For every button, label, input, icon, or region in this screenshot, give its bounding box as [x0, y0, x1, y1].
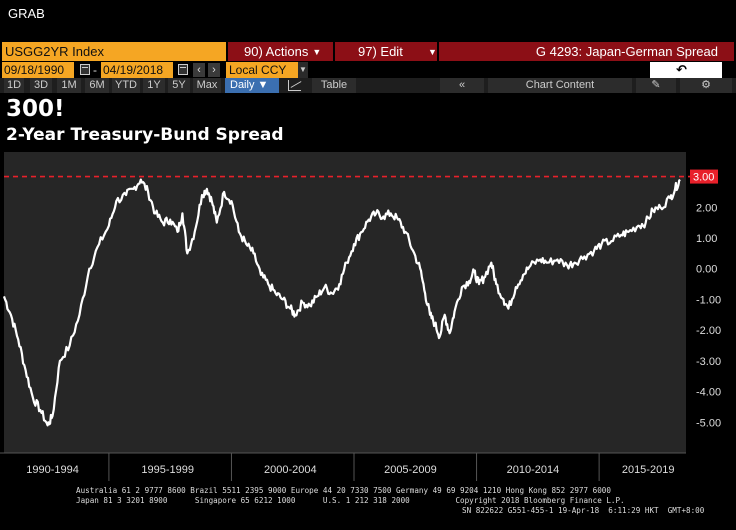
y-tick-label: -4.00 — [696, 387, 721, 399]
chevron-down-icon: ▼ — [257, 79, 269, 91]
date-range-row: 09/18/1990 - 04/19/2018 ‹ › Local CCY ▼ … — [0, 62, 736, 78]
ticker-input[interactable]: USGG2YR Index — [2, 42, 226, 61]
reference-label-box — [690, 169, 718, 184]
actions-menu-label: 90) Actions — [244, 44, 309, 59]
y-tick-label: -1.00 — [696, 294, 721, 306]
y-tick-label: -3.00 — [696, 356, 721, 368]
footer-session-info: SN 822622 G551-455-1 19-Apr-18 6:11:29 H… — [462, 506, 705, 515]
chevron-left-icon[interactable]: ‹ — [193, 63, 205, 77]
period-button-3d[interactable]: 3D — [30, 78, 52, 93]
graph-title: G 4293: Japan-German Spread — [535, 44, 718, 59]
y-tick-label: 0.00 — [696, 264, 717, 276]
chevron-down-icon: ▼ — [428, 47, 437, 57]
gear-icon[interactable]: ⚙ — [680, 78, 732, 93]
period-button-6m[interactable]: 6M — [85, 78, 109, 93]
actions-menu-button[interactable]: 90) Actions ▼ — [244, 42, 321, 61]
chart-area: 2.00 1.00 0.00 -1.00 -2.00 -3.00 -4.00 -5.00 199… — [0, 150, 736, 485]
menu-divider — [437, 42, 439, 61]
x-tick-label: 2000-2004 — [264, 464, 317, 476]
date-range-separator: - — [93, 63, 97, 77]
line-chart-icon[interactable] — [288, 80, 301, 91]
pencil-icon[interactable]: ✎ — [636, 78, 676, 93]
calendar-icon[interactable] — [178, 64, 188, 75]
chart-toolbar: 1D 3D 1M 6M YTD 1Y 5Y Max Daily ▼ Table … — [0, 78, 736, 93]
plot-background — [4, 152, 686, 453]
start-date-input[interactable]: 09/18/1990 — [2, 62, 74, 78]
period-button-ytd[interactable]: YTD — [112, 78, 140, 93]
edit-menu-button[interactable]: 97) Edit — [358, 42, 403, 61]
undo-button[interactable] — [650, 62, 722, 78]
collapse-button[interactable]: « — [440, 78, 484, 93]
currency-select[interactable]: Local CCY — [226, 62, 298, 78]
period-button-max[interactable]: Max — [193, 78, 221, 93]
chevron-right-icon[interactable]: › — [208, 63, 220, 77]
edit-menu-label: 97) Edit — [358, 44, 403, 59]
x-tick-label: 2015-2019 — [622, 464, 675, 476]
command-row: USGG2YR Index 90) Actions ▼ 97) Edit ▼ G … — [0, 42, 736, 61]
series-line — [2, 178, 681, 427]
footer-contacts-line2: Japan 81 3 3201 8900 Singapore 65 6212 1… — [76, 496, 625, 505]
headline: 300! — [6, 96, 65, 122]
frequency-label: Daily — [230, 79, 255, 91]
spread-chart[interactable]: 2.00 1.00 0.00 -1.00 -2.00 -3.00 -4.00 -5.00 199… — [0, 150, 736, 485]
calendar-icon[interactable] — [80, 64, 90, 75]
period-button-1y[interactable]: 1Y — [143, 78, 165, 93]
end-date-input[interactable]: 04/19/2018 — [101, 62, 173, 78]
period-button-1d[interactable]: 1D — [4, 78, 24, 93]
frequency-select[interactable]: Daily ▼ — [225, 78, 279, 93]
chevron-down-icon: ▼ — [312, 47, 322, 57]
reference-label: 3.00 — [693, 172, 714, 184]
x-tick-label: 2010-2014 — [507, 464, 560, 476]
chevron-down-icon[interactable]: ▼ — [298, 62, 308, 78]
y-tick-label: -5.00 — [696, 417, 721, 429]
chart-subtitle: 2-Year Treasury-Bund Spread — [6, 125, 284, 145]
chart-content-button[interactable]: Chart Content — [488, 78, 632, 93]
table-button[interactable]: Table — [312, 78, 356, 93]
period-button-1m[interactable]: 1M — [57, 78, 81, 93]
y-tick-label: -2.00 — [696, 325, 721, 337]
menu-divider — [333, 42, 335, 61]
x-tick-label: 1990-1994 — [26, 464, 79, 476]
window-title: GRAB — [8, 6, 45, 21]
undo-icon[interactable]: ↶ — [676, 62, 687, 77]
x-tick-label: 2005-2009 — [384, 464, 437, 476]
footer-contacts-line1: Australia 61 2 9777 8600 Brazil 5511 239… — [76, 486, 611, 495]
y-tick-label: 1.00 — [696, 233, 717, 245]
y-tick-label: 2.00 — [696, 202, 717, 214]
menu-bar — [228, 42, 734, 61]
edit-menu-chevron[interactable]: ▼ — [424, 42, 437, 61]
x-tick-label: 1995-1999 — [141, 464, 194, 476]
period-button-5y[interactable]: 5Y — [168, 78, 190, 93]
